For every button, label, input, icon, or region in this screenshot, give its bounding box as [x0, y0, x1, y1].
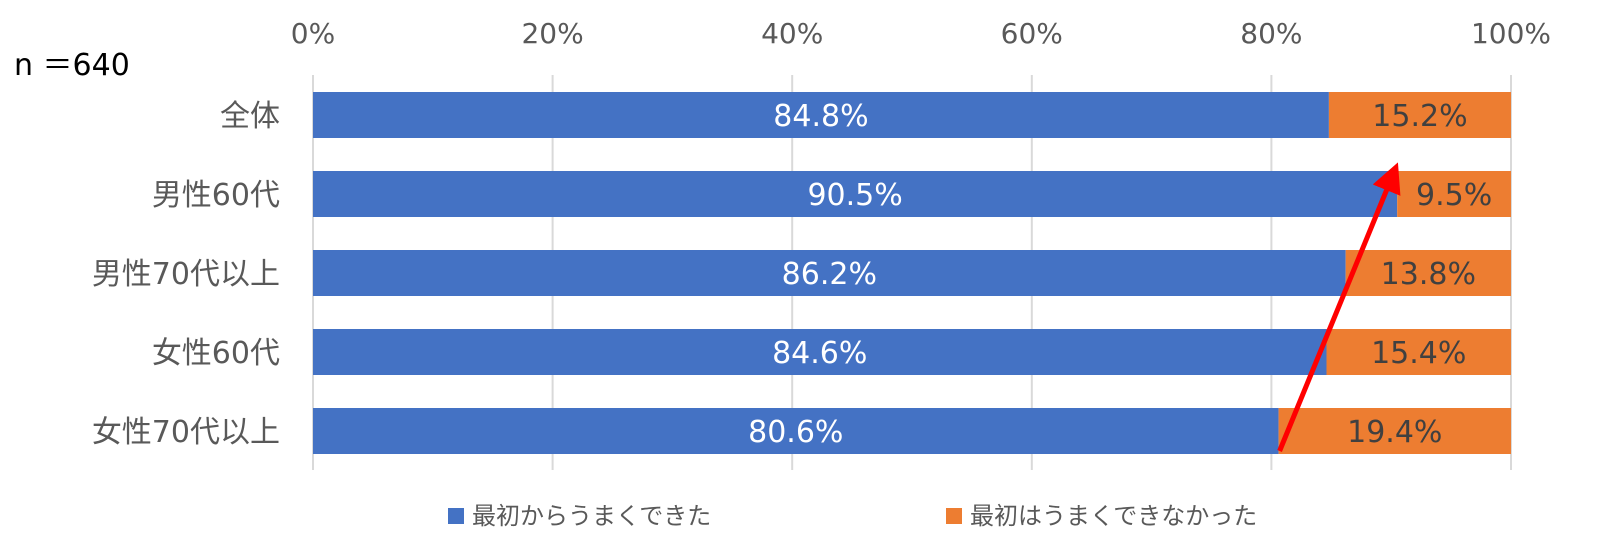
- bar-segment-series1: [313, 408, 1279, 454]
- legend-swatch: [448, 508, 464, 524]
- bar-segment-series2: [1397, 171, 1511, 217]
- data-label: 9.5%: [1416, 178, 1492, 213]
- annotation-arrow: [1277, 162, 1401, 452]
- bar-segment-series2: [1278, 408, 1511, 454]
- bar-segment-series2: [1326, 329, 1511, 375]
- data-label: 84.8%: [773, 99, 868, 134]
- data-label: 15.4%: [1371, 336, 1466, 371]
- x-tick-label: 40%: [761, 17, 823, 50]
- category-label: 男性60代: [152, 178, 280, 213]
- data-label: 86.2%: [782, 257, 877, 292]
- legend: 最初からうまくできた 最初はうまくできなかった: [448, 502, 1257, 530]
- bar-segment-series1: [313, 171, 1398, 217]
- data-label: 84.6%: [772, 336, 867, 371]
- x-tick-label: 100%: [1471, 17, 1551, 50]
- sample-size-note: n ＝640: [14, 48, 130, 83]
- annotation-arrow-line: [1277, 162, 1401, 452]
- x-tick-label: 20%: [521, 17, 583, 50]
- category-label: 女性60代: [152, 336, 280, 371]
- bar-segment-series1: [313, 329, 1327, 375]
- data-label: 80.6%: [748, 415, 843, 450]
- legend-label: 最初はうまくできなかった: [970, 502, 1257, 530]
- category-label: 女性70代以上: [92, 415, 280, 450]
- bar-segment-series1: [313, 250, 1346, 296]
- category-label: 男性70代以上: [92, 257, 280, 292]
- data-label: 90.5%: [807, 178, 902, 213]
- legend-swatch: [946, 508, 962, 524]
- x-axis-ticks: 0% 20% 40% 60% 80% 100%: [291, 17, 1551, 50]
- category-label: 全体: [220, 99, 280, 134]
- bar-segment-series2: [1328, 92, 1511, 138]
- x-tick-label: 60%: [1001, 17, 1063, 50]
- bar-segment-series1: [313, 92, 1329, 138]
- legend-label: 最初からうまくできた: [472, 502, 711, 530]
- data-label: 15.2%: [1372, 99, 1467, 134]
- bars: 84.8% 15.2% 90.5% 9.5% 86.2% 13.8% 84.6% 15.4% 8…: [313, 92, 1511, 454]
- data-label: 19.4%: [1347, 415, 1442, 450]
- x-tick-label: 0%: [291, 17, 335, 50]
- data-label: 13.8%: [1381, 257, 1476, 292]
- x-tick-label: 80%: [1240, 17, 1302, 50]
- bar-segment-series2: [1345, 250, 1511, 296]
